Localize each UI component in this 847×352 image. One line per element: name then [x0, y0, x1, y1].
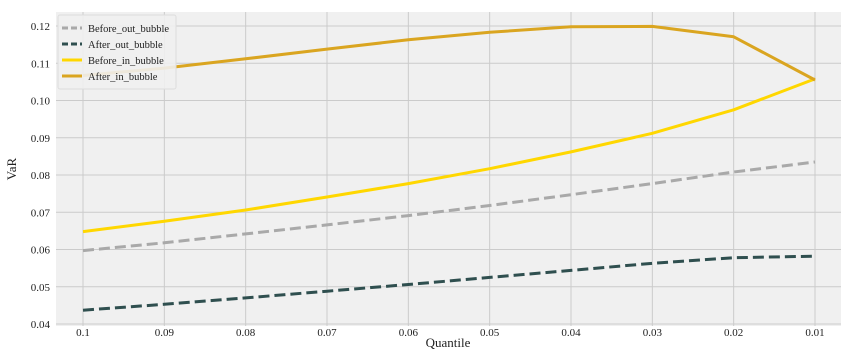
y-tick-label: 0.05 — [31, 282, 51, 294]
x-tick-label: 0.07 — [317, 327, 337, 339]
x-tick-label: 0.08 — [236, 327, 256, 339]
y-tick-label: 0.09 — [31, 133, 51, 145]
x-axis-label: Quantile — [426, 335, 471, 350]
legend-entry: Before_in_bubble — [88, 56, 164, 67]
y-tick-label: 0.11 — [31, 58, 50, 70]
series-line-before-out-bubble — [82, 160, 816, 253]
legend-box — [57, 14, 177, 90]
x-tick-label: 0.04 — [561, 327, 581, 339]
y-tick-labels: 0.04 0.05 0.06 0.07 0.08 0.09 0.10 0.11 0.12 — [31, 21, 51, 331]
y-tick-label: 0.12 — [31, 21, 50, 33]
x-tick-label: 0.01 — [805, 327, 824, 339]
series-line-after-out-bubble — [82, 254, 816, 312]
legend-entry: After_out_bubble — [88, 40, 163, 51]
x-tick-label: 0.05 — [480, 327, 500, 339]
legend-entry: Before_out_bubble — [88, 24, 169, 35]
x-tick-label: 0.06 — [399, 327, 419, 339]
series-line-before-in-bubble — [82, 77, 816, 234]
y-tick-label: 0.06 — [31, 245, 51, 257]
y-tick-label: 0.10 — [31, 96, 51, 108]
x-tick-label: 0.1 — [76, 327, 90, 339]
y-axis-label: VaR — [4, 157, 19, 180]
x-tick-label: 0.03 — [643, 327, 663, 339]
x-tick-labels: 0.1 0.09 0.08 0.07 0.06 0.05 0.04 0.03 0.02 0.01 — [76, 327, 825, 339]
y-tick-label: 0.07 — [31, 207, 51, 219]
y-tick-label: 0.04 — [31, 319, 51, 331]
x-tick-label: 0.09 — [155, 327, 175, 339]
x-tick-label: 0.02 — [724, 327, 743, 339]
series-lines — [82, 24, 816, 312]
y-tick-label: 0.08 — [31, 170, 51, 182]
series-line-after-in-bubble — [82, 24, 816, 82]
legend: Before_out_bubble After_out_bubble Before_… — [57, 14, 177, 90]
legend-entry: After_in_bubble — [88, 72, 158, 83]
